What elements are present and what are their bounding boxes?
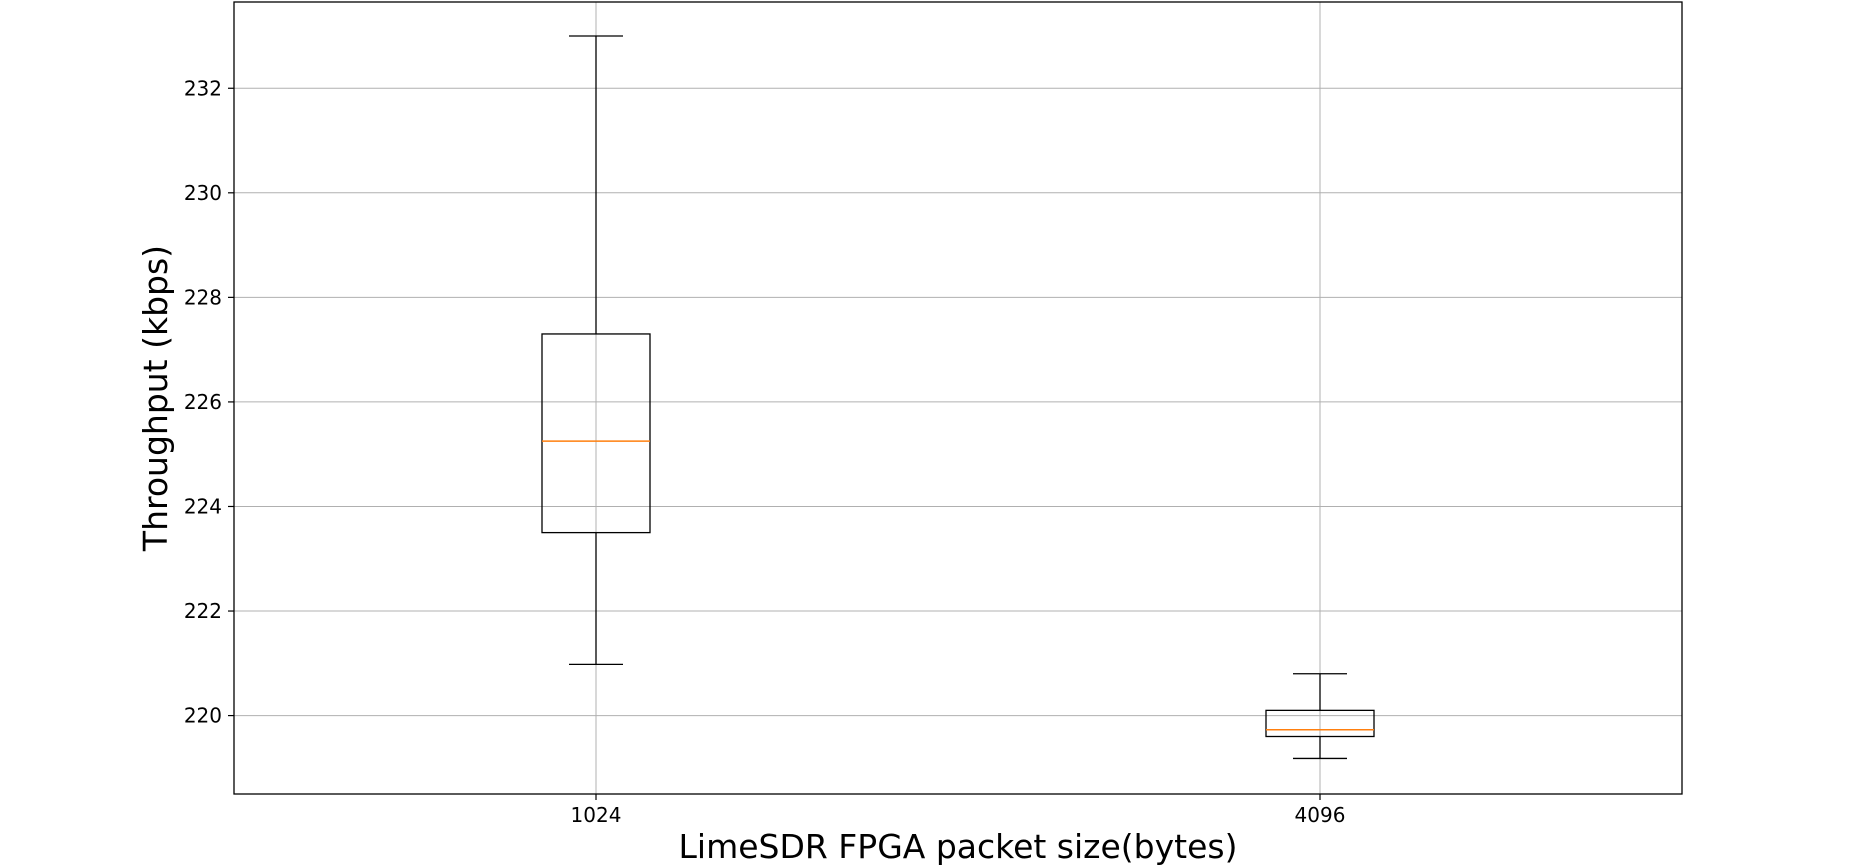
y-tick-label: 220	[184, 704, 222, 728]
box-1024	[541, 35, 651, 666]
y-tick-label: 226	[184, 390, 222, 414]
box-4096	[1265, 673, 1375, 760]
box-series	[541, 35, 1375, 760]
y-tick-label: 222	[184, 599, 222, 623]
y-axis-title: Throughput (kbps)	[136, 245, 175, 552]
y-tick-label: 230	[184, 181, 222, 205]
y-tick-label: 228	[184, 285, 222, 309]
iqr-box	[541, 333, 651, 534]
iqr-box	[1265, 709, 1375, 738]
x-tick-label: 1024	[571, 803, 622, 827]
plot-frame	[233, 1, 1683, 795]
axis-ticks: 220 222 224 226 228 230 232 1024 4096	[184, 76, 1346, 827]
x-tick-label: 4096	[1295, 803, 1346, 827]
grid-lines	[234, 2, 1682, 794]
y-tick-label: 232	[184, 76, 222, 100]
y-tick-label: 224	[184, 494, 222, 518]
x-axis-title: LimeSDR FPGA packet size(bytes)	[679, 827, 1238, 865]
